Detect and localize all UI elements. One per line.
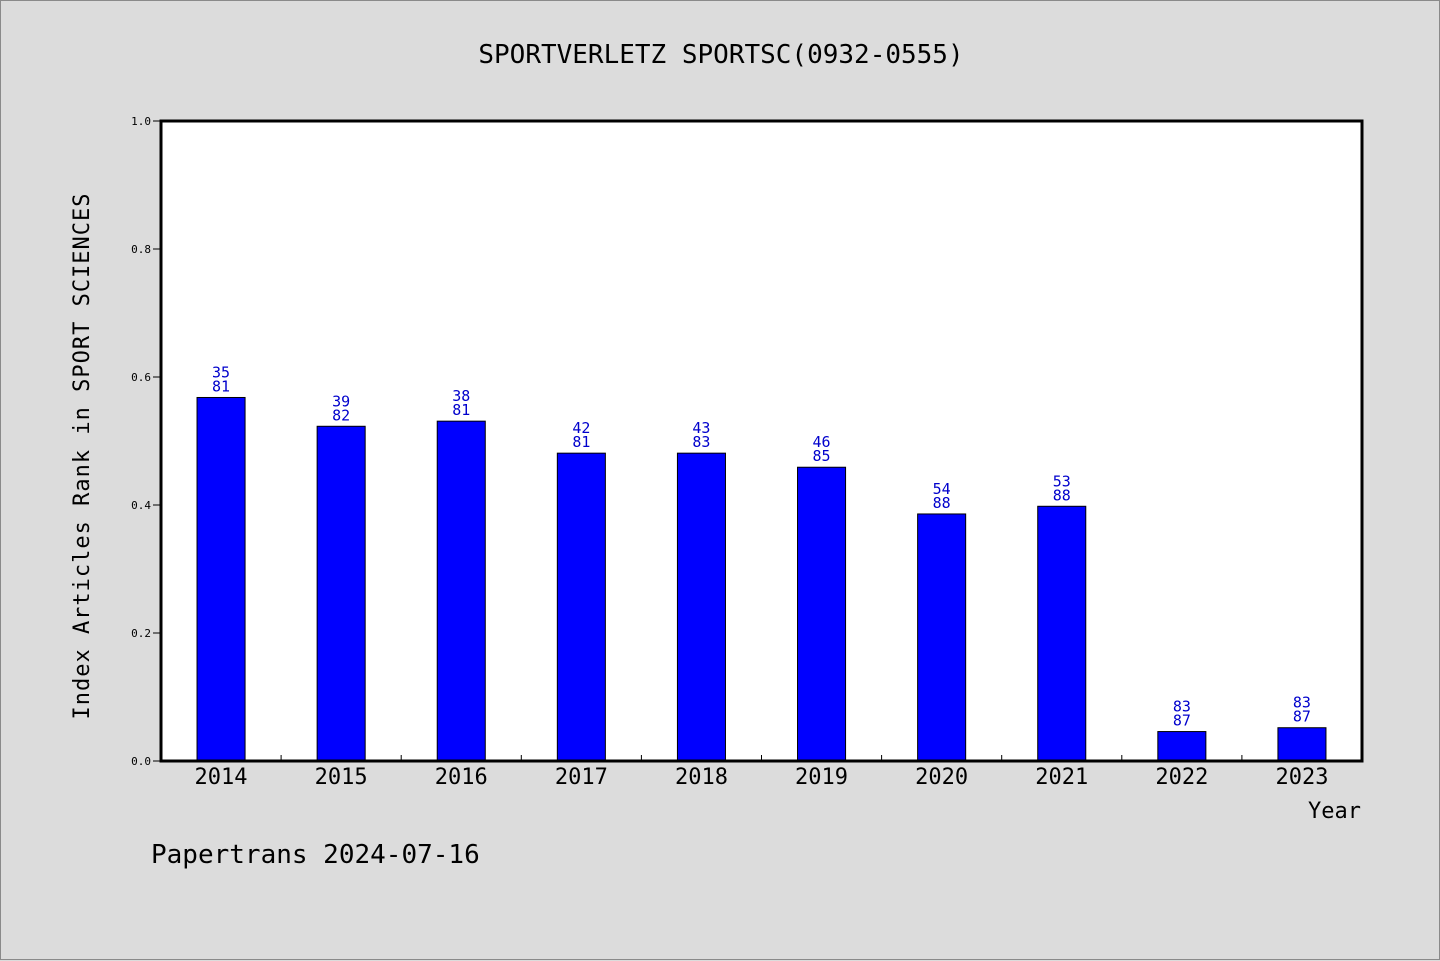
bar-2021 (1037, 505, 1087, 762)
bar-2015 (316, 425, 366, 762)
rank-label-2018: 43 (692, 419, 710, 437)
bar-2019 (797, 466, 847, 762)
rank-label-2020: 54 (933, 480, 951, 498)
rank-label-2021: 53 (1053, 472, 1071, 490)
y-axis-label: Index Articles Rank in SPORT SCIENCES (70, 192, 95, 719)
x-tick-label-2023: 2023 (1275, 765, 1328, 790)
y-tick-label: 0.8 (131, 243, 151, 256)
chart-title: SPORTVERLETZ SPORTSC(0932-0555) (478, 40, 963, 70)
total-label-2022: 87 (1173, 712, 1191, 730)
bar-2023 (1277, 727, 1327, 762)
bar-2014 (196, 396, 246, 762)
rank-label-2015: 39 (332, 392, 350, 410)
bar-2016 (436, 420, 486, 762)
x-tick-label-2015: 2015 (315, 765, 368, 790)
y-tick-label: 0.6 (131, 371, 151, 384)
x-tick-group: 2014 2015 2016 2017 2018 2019 2020 2021 2022 2023 (195, 755, 1328, 790)
x-tick-label-2016: 2016 (435, 765, 488, 790)
x-tick-label-2018: 2018 (675, 765, 728, 790)
y-tick-group: 0.0 0.2 0.4 0.6 0.8 1.0 (131, 115, 161, 768)
x-tick-label-2021: 2021 (1035, 765, 1088, 790)
total-label-2023: 87 (1293, 708, 1311, 726)
rank-label-2022: 83 (1173, 698, 1191, 716)
rank-label-2019: 46 (813, 433, 831, 451)
bar-2017 (556, 452, 606, 762)
x-tick-label-2020: 2020 (915, 765, 968, 790)
total-label-2015: 82 (332, 406, 350, 424)
y-tick-label: 0.4 (131, 499, 151, 512)
y-tick-label: 1.0 (131, 115, 151, 128)
total-label-2018: 83 (692, 433, 710, 451)
total-label-2014: 81 (212, 377, 230, 395)
x-tick-label-2017: 2017 (555, 765, 608, 790)
bar-2020 (917, 513, 967, 762)
rank-label-2023: 83 (1293, 694, 1311, 712)
rank-label-2016: 38 (452, 387, 470, 405)
total-label-2021: 88 (1053, 486, 1071, 504)
y-tick-label: 0.2 (131, 627, 151, 640)
plot-border (159, 119, 1364, 763)
x-axis-label: Year (1308, 799, 1361, 824)
bar-2022 (1157, 731, 1207, 762)
total-label-2020: 88 (933, 494, 951, 512)
rank-label-2014: 35 (212, 363, 230, 381)
rank-label-2017: 42 (572, 419, 590, 437)
x-tick-label-2014: 2014 (195, 765, 248, 790)
x-tick-label-2019: 2019 (795, 765, 848, 790)
bar-2018 (676, 452, 726, 762)
total-label-2017: 81 (572, 433, 590, 451)
total-label-2016: 81 (452, 401, 470, 419)
y-tick-label: 0.0 (131, 755, 151, 768)
total-label-2019: 85 (813, 447, 831, 465)
footer-credit: Papertrans 2024-07-16 (151, 840, 480, 870)
x-tick-label-2022: 2022 (1155, 765, 1208, 790)
